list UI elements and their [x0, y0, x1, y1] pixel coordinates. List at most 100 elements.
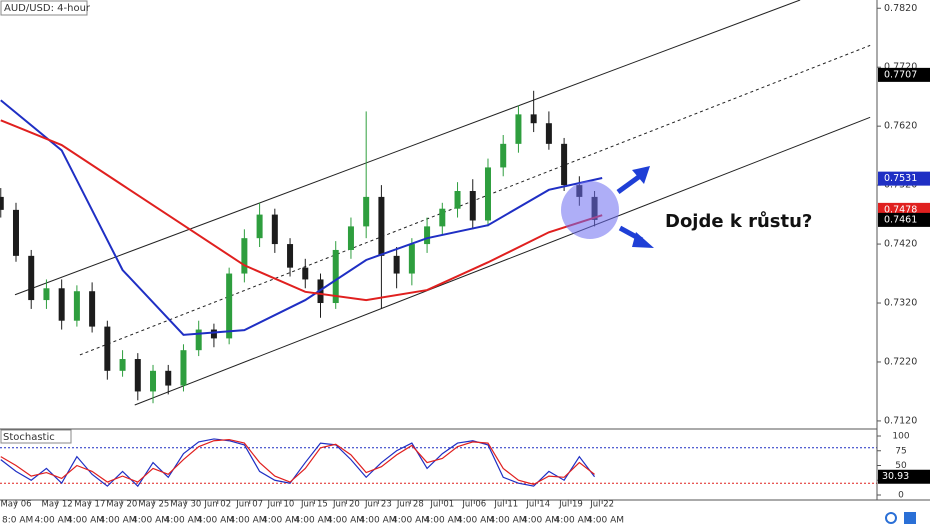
candle-body: [515, 114, 522, 144]
x-tick-label: May 17: [74, 500, 105, 510]
candle-body: [347, 226, 354, 250]
stochastic-title: Stochastic: [3, 432, 55, 443]
time-label: 4:00 AM: [392, 516, 429, 526]
candle-body: [500, 143, 507, 168]
candle-body: [0, 196, 4, 210]
candle-body: [134, 359, 141, 392]
candle-body: [561, 143, 568, 186]
annotation: Dojde k růstu?: [665, 210, 812, 232]
price-panel: 0.78200.77200.76200.75200.74200.73200.72…: [0, 0, 930, 426]
x-tick-label: Jul 14: [525, 500, 550, 510]
x-tick-label: Jul 11: [493, 500, 518, 510]
time-label: 4:00 AM: [327, 516, 364, 526]
price-tag: 0.7461: [884, 214, 917, 225]
candle-body: [408, 244, 415, 274]
candle-body: [256, 214, 263, 239]
candle-body: [378, 196, 385, 256]
time-label: 4:00 AM: [132, 516, 169, 526]
value-tag: 30.93: [882, 471, 909, 482]
time-label: 4:00 AM: [197, 516, 234, 526]
x-tick-label: Jun 15: [300, 500, 328, 510]
candle-body: [73, 291, 80, 321]
time-label: 4:00 AM: [555, 516, 592, 526]
time-label: 8:0 AM: [2, 516, 33, 526]
price-tag: 0.7707: [884, 69, 917, 80]
candle-body: [545, 123, 552, 144]
arrow-down: [618, 225, 654, 248]
x-tick-label: May 06: [0, 500, 31, 510]
candle-body: [165, 370, 172, 386]
time-label: 4:00 AM: [425, 516, 462, 526]
time-label: 4:00 AM: [67, 516, 104, 526]
x-tick-label: Jul 22: [589, 500, 614, 510]
x-tick-label: Jun 02: [203, 500, 231, 510]
x-tick-label: Jun 20: [332, 500, 360, 510]
time-label: 4:00 AM: [35, 516, 72, 526]
time-label: 4:00 AM: [230, 516, 267, 526]
y-tick-label: 0.7120: [884, 415, 917, 426]
x-tick-label: May 20: [106, 500, 137, 510]
channel-line: [134, 116, 871, 406]
candle-body: [287, 244, 294, 268]
candle-body: [195, 329, 202, 351]
y-tick-label: 0.7720: [884, 62, 917, 73]
x-tick-label: Jul 19: [558, 500, 583, 510]
y-tick-label: 50: [895, 461, 907, 471]
y-tick-label: 0.7220: [884, 356, 917, 367]
candle-body: [89, 291, 96, 327]
candle-body: [28, 255, 35, 301]
candle-body: [210, 329, 217, 339]
price-tag: 0.7531: [884, 173, 917, 184]
y-tick-label: 0: [898, 490, 904, 500]
channel-line: [14, 0, 801, 296]
time-label: 4:00 AM: [295, 516, 332, 526]
y-tick-label: 0.7820: [884, 3, 917, 14]
candle-body: [58, 288, 65, 321]
x-tick-label: Jun 28: [396, 500, 424, 510]
stochastic-line: [0, 438, 595, 486]
time-label: 4:00 AM: [522, 516, 559, 526]
y-tick-label: 100: [892, 432, 909, 442]
arrow-up: [616, 166, 650, 195]
x-tick-label: Jul 06: [461, 500, 486, 510]
time-label: 4:00 AM: [100, 516, 137, 526]
y-tick-label: 0.7420: [884, 239, 917, 250]
value-tag-box: [878, 469, 930, 484]
title-box: [0, 0, 88, 16]
candle-body: [393, 255, 400, 274]
candle-body: [363, 196, 370, 227]
x-tick-label: Jun 23: [364, 500, 392, 510]
bottom-icons[interactable]: [885, 512, 916, 524]
y-tick-label: 75: [895, 446, 906, 456]
price-tag-box: [878, 212, 930, 227]
candle-body: [271, 214, 278, 245]
y-tick-label: 0.7620: [884, 121, 917, 132]
time-label: 4:00 AM: [587, 516, 624, 526]
candle-body: [530, 114, 537, 124]
candle-body: [43, 288, 50, 301]
time-label: 4:00 AM: [360, 516, 397, 526]
chart-title: AUD/USD: 4-hour: [4, 3, 91, 14]
candle-body: [180, 350, 187, 386]
moving-average: [0, 99, 603, 336]
y-tick-label: 0.7320: [884, 298, 917, 309]
time-label: 4:00 AM: [490, 516, 527, 526]
price-tag-box: [878, 171, 930, 186]
moving-average: [0, 119, 603, 302]
candle-body: [424, 226, 431, 245]
candle-body: [12, 209, 19, 256]
candle-body: [469, 191, 476, 221]
candle-body: [439, 208, 446, 227]
candle-body: [104, 326, 111, 371]
candle-body: [241, 238, 248, 274]
stochastic-panel: 100755025030.93: [0, 432, 930, 500]
time-label: 4:00 AM: [165, 516, 202, 526]
stochastic-line: [0, 438, 596, 488]
price-tag-box: [878, 67, 930, 82]
x-tick-label: May 30: [170, 500, 201, 510]
time-label: 4:00 AM: [262, 516, 299, 526]
stoch-title-box: [0, 429, 72, 444]
candle-body: [226, 273, 233, 339]
